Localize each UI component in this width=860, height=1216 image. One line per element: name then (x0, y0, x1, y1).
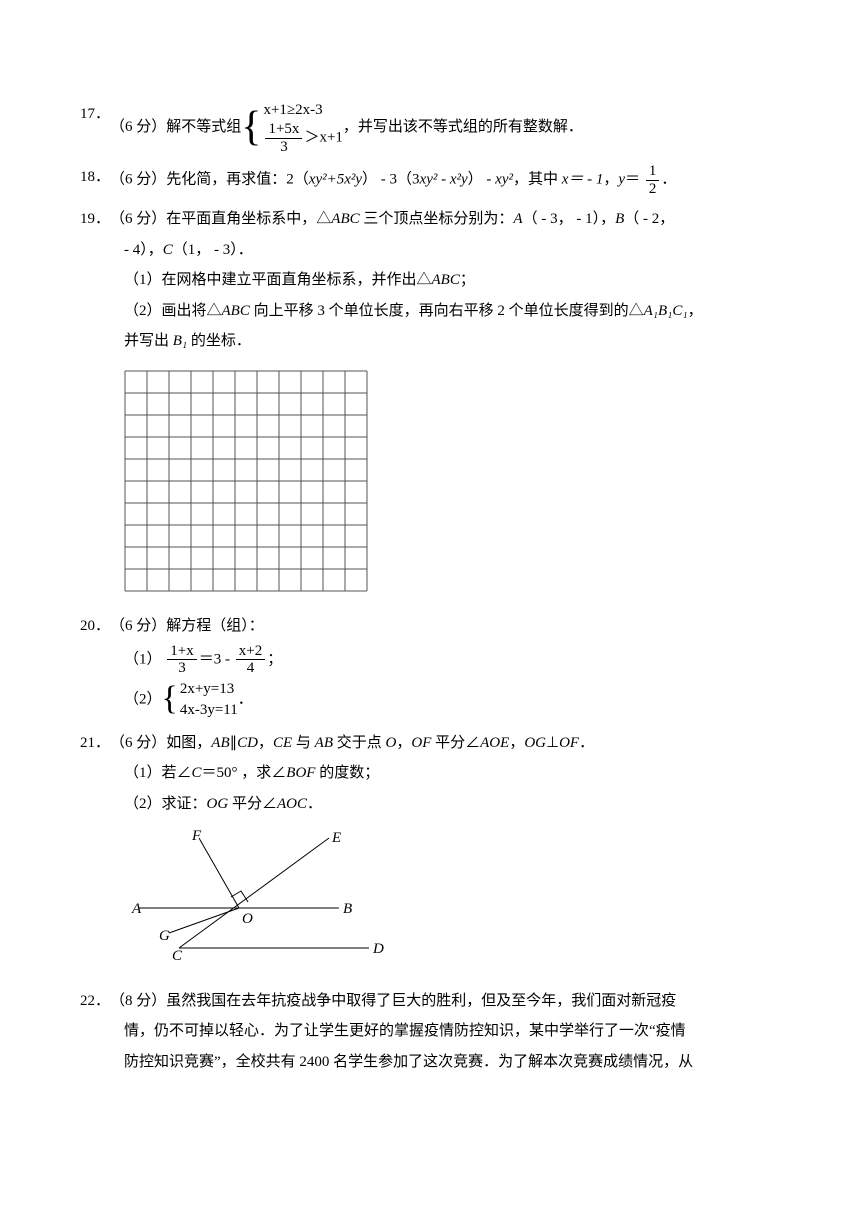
q19-grid (80, 370, 780, 603)
svg-text:F: F (191, 828, 202, 844)
q20-sub1: （1） 1+x3＝3 - x+24； (80, 643, 780, 677)
q20-num: 20． (80, 612, 110, 641)
q21-num: 21． (80, 729, 110, 758)
q17-num: 17． (80, 100, 110, 129)
brace-icon: { (241, 109, 261, 147)
svg-text:B: B (343, 901, 352, 917)
q22-line3: 防控知识竞赛”，全校共有 2400 名学生参加了这次竞赛．为了解本次竞赛成绩情况… (80, 1048, 780, 1077)
q18-num: 18． (80, 163, 110, 192)
q19-sub1: （1）在网格中建立平面直角坐标系，并作出△ABC； (80, 266, 780, 295)
page-content: 17． （6 分）解不等式组 { x+1≥2x-3 1+5x 3 ＞x+1 ，并… (0, 0, 860, 1124)
question-20: 20． （6 分）解方程（组）： （1） 1+x3＝3 - x+24； （2） … (80, 612, 780, 721)
svg-text:G: G (159, 928, 170, 944)
brace-icon: { (162, 684, 178, 715)
q17-system: { x+1≥2x-3 1+5x 3 ＞x+1 (241, 100, 343, 155)
q18-body: （6 分）先化简，再求值：2（xy²+5x²y） - 3（3xy² - x²y）… (110, 163, 780, 197)
q20-sub2: （2） { 2x+y=13 4x-3y=11 ． (80, 679, 780, 721)
svg-text:O: O (242, 911, 253, 927)
q21-sub1: （1）若∠C＝50° ，求∠BOF 的度数； (80, 759, 780, 788)
q19-sub2: （2）画出将△ABC 向上平移 3 个单位长度，再向右平移 2 个单位长度得到的… (80, 297, 780, 326)
q22-num: 22． (80, 987, 110, 1016)
question-18: 18． （6 分）先化简，再求值：2（xy²+5x²y） - 3（3xy² - … (80, 163, 780, 197)
q21-sub2: （2）求证：OG 平分∠AOC． (80, 790, 780, 819)
question-22: 22． （8 分）虽然我国在去年抗疫战争中取得了巨大的胜利，但及至今年，我们面对… (80, 987, 780, 1077)
q19-sub3: 并写出 B₁ 的坐标． (80, 327, 780, 356)
q19-num: 19． (80, 205, 110, 234)
q21-body: （6 分）如图，AB∥CD，CE 与 AB 交于点 O，OF 平分∠AOE，OG… (110, 729, 780, 758)
q19-line2: - 4），C（1， - 3）． (80, 236, 780, 265)
svg-text:E: E (331, 830, 341, 846)
svg-text:D: D (372, 941, 384, 957)
q19-body: （6 分）在平面直角坐标系中，△ABC 三个顶点坐标分别为：A（ - 3， - … (110, 205, 780, 234)
question-19: 19． （6 分）在平面直角坐标系中，△ABC 三个顶点坐标分别为：A（ - 3… (80, 205, 780, 602)
q17-body: （6 分）解不等式组 { x+1≥2x-3 1+5x 3 ＞x+1 ，并写出该不… (110, 100, 780, 155)
question-21: 21． （6 分）如图，AB∥CD，CE 与 AB 交于点 O，OF 平分∠AO… (80, 729, 780, 979)
svg-text:C: C (172, 948, 183, 964)
question-17: 17． （6 分）解不等式组 { x+1≥2x-3 1+5x 3 ＞x+1 ，并… (80, 100, 780, 155)
q21-figure: A B C D E F G O (80, 828, 780, 979)
q22-line2: 情，仍不可掉以轻心．为了让学生更好的掌握疫情防控知识，某中学举行了一次“疫情 (80, 1017, 780, 1046)
svg-text:A: A (131, 901, 142, 917)
